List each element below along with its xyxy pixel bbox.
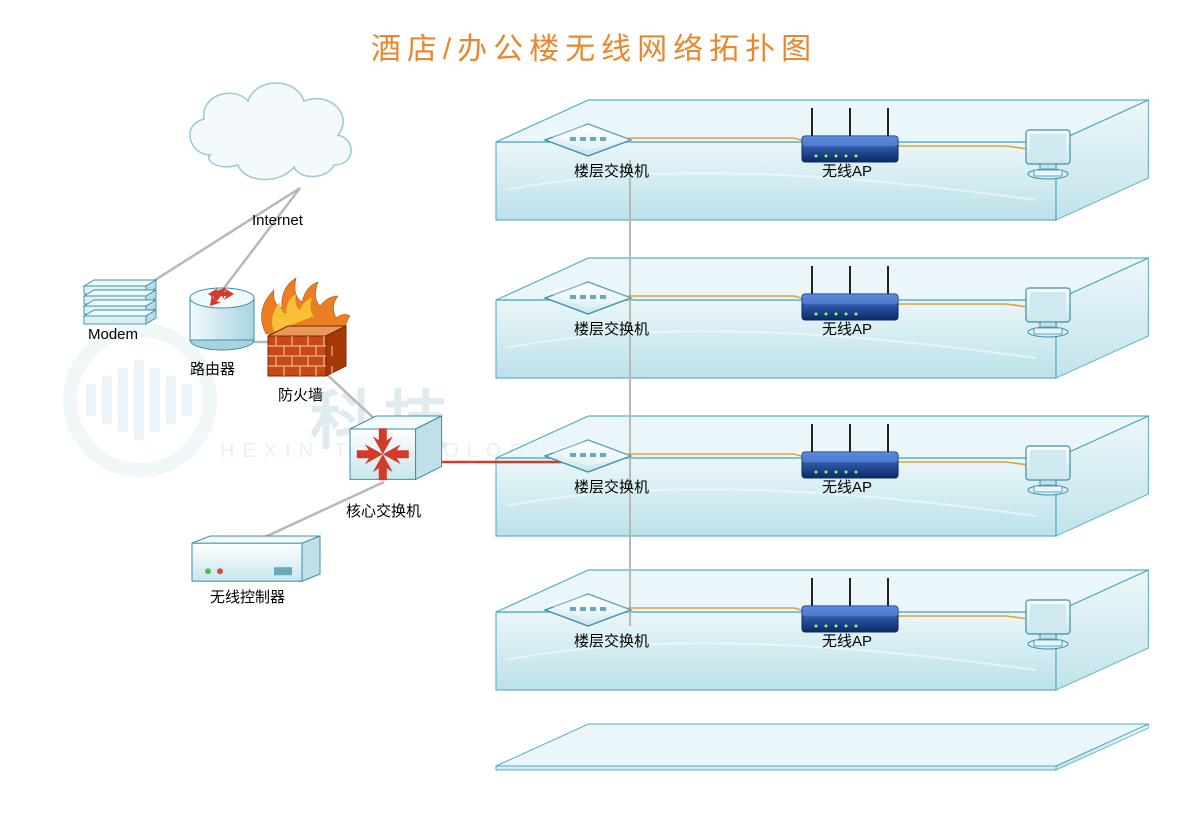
svg-text:无线AP: 无线AP [822, 321, 872, 338]
internet-label: Internet [252, 212, 303, 229]
modem-label: Modem [88, 326, 138, 343]
firewall-label: 防火墙 [278, 384, 323, 405]
diagram-svg: 楼层交换机无线AP楼层交换机无线AP楼层交换机无线AP楼层交换机无线AP [0, 0, 1188, 840]
svg-text:楼层交换机: 楼层交换机 [574, 632, 649, 650]
svg-text:楼层交换机: 楼层交换机 [574, 162, 649, 180]
svg-text:楼层交换机: 楼层交换机 [574, 478, 649, 496]
svg-text:楼层交换机: 楼层交换机 [574, 320, 649, 338]
svg-text:无线AP: 无线AP [822, 633, 872, 650]
wireless-controller-label: 无线控制器 [210, 586, 285, 607]
core-switch-label: 核心交换机 [346, 500, 421, 521]
diagram-stage: 酒店/办公楼无线网络拓扑图 科技 HEXIN TECHNOLOGY 楼层交换机无… [0, 0, 1188, 840]
svg-text:无线AP: 无线AP [822, 479, 872, 496]
router-label: 路由器 [190, 358, 235, 379]
svg-text:无线AP: 无线AP [822, 163, 872, 180]
